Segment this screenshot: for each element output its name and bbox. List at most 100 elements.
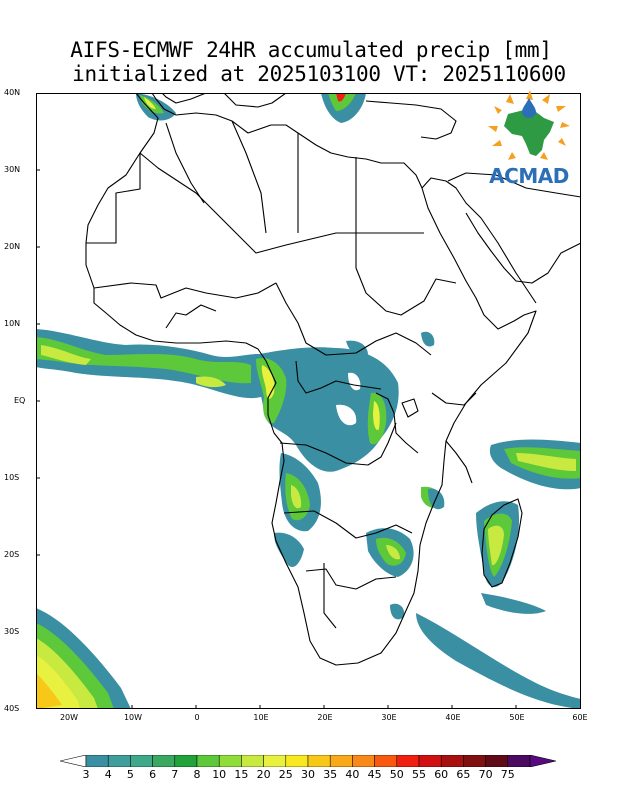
precip-area-east-africa (421, 331, 435, 347)
colorbar-label: 3 (82, 768, 90, 781)
colorbar-cell (307, 755, 331, 767)
lat-label: 10S (4, 473, 20, 482)
country-border (305, 568, 397, 590)
precip-area-south-indian-ocean (481, 593, 546, 614)
lat-label: 10N (4, 319, 21, 328)
colorbar-label: 70 (478, 768, 493, 781)
coastlines-and-borders (85, 93, 581, 666)
europe-coast (223, 93, 287, 108)
precip-area-south-africa-east (390, 603, 405, 620)
precip-area-angola (291, 485, 302, 509)
sun-rays-icon (488, 90, 570, 160)
map-title-line-1: AIFS-ECMWF 24HR accumulated precip [mm] (70, 38, 552, 62)
colorbar-label: 6 (149, 768, 157, 781)
colorbar-cell (440, 755, 464, 767)
turkey-coast (365, 100, 457, 140)
colorbar-cell (130, 755, 153, 767)
colorbar-label: 65 (456, 768, 471, 781)
colorbar-label: 30 (301, 768, 315, 781)
lat-label: EQ (14, 396, 26, 405)
colorbar-label: 75 (500, 768, 515, 781)
country-border (86, 153, 141, 244)
country-border (355, 267, 457, 316)
lon-label: 10E (253, 713, 269, 722)
colorbar-label: 50 (389, 768, 404, 781)
country-border (283, 510, 413, 539)
colorbar-label: 25 (278, 768, 293, 781)
water-drop-icon (522, 98, 536, 118)
country-border (275, 282, 432, 356)
colorbar-label: 35 (323, 768, 338, 781)
lat-label: 20N (4, 242, 21, 251)
colorbar-cell (152, 755, 176, 767)
colorbar-cell (263, 755, 287, 767)
country-border (93, 282, 277, 299)
colorbar-label: 15 (234, 768, 249, 781)
country-border (323, 563, 337, 629)
colorbar-cell (85, 755, 109, 767)
map-frame (36, 93, 581, 709)
africa-coastline (85, 93, 537, 666)
lake-victoria (401, 398, 419, 418)
precip-area-congo-basin (254, 347, 399, 472)
country-border (295, 360, 382, 394)
colorbar-under-triangle (60, 755, 87, 767)
country-border (355, 157, 424, 234)
precip-area-indian-ocean (516, 453, 576, 471)
precip-area-gulf-of-guinea (41, 345, 91, 365)
colorbar-label: 40 (345, 768, 360, 781)
colorbar-label: 60 (434, 768, 449, 781)
precip-area-greece (328, 93, 356, 111)
precip-map (36, 93, 581, 709)
colorbar-cell (218, 755, 242, 767)
lat-label: 40S (4, 704, 20, 713)
colorbar (60, 755, 557, 767)
precip-area-sudan (346, 340, 368, 357)
acmad-logo-text: ACMAD (489, 164, 569, 188)
precip-area-greece (336, 93, 346, 102)
colorbar-cell (463, 755, 486, 767)
precip-field (36, 93, 581, 709)
precip-area-south-atlantic (36, 673, 62, 709)
colorbar-cell (241, 755, 264, 767)
colorbar-cell (285, 755, 309, 767)
lon-label: 60E (572, 713, 588, 722)
country-border (431, 392, 477, 406)
colorbar-label: 45 (367, 768, 382, 781)
colorbar-cell (107, 755, 131, 767)
precip-area-namibia (274, 532, 304, 568)
colorbar-label: 55 (412, 768, 426, 781)
precip-area-zimbabwe (386, 545, 400, 560)
madagascar-coast (481, 498, 523, 588)
colorbar-cell (174, 755, 198, 767)
map-title-line-2: initialized at 2025103100 VT: 2025110600 (72, 62, 566, 86)
country-border (375, 392, 419, 454)
lon-label: 30E (381, 713, 397, 722)
colorbar-label: 5 (126, 768, 134, 781)
colorbar-cell (329, 755, 353, 767)
lat-label: 30N (4, 165, 21, 174)
arabian-peninsula (447, 172, 581, 284)
precip-area-madagascar (488, 525, 504, 566)
acmad-logo (488, 90, 570, 160)
precip-area-gulf-of-guinea (36, 337, 251, 384)
lat-label: 30S (4, 627, 20, 636)
precip-area-morocco (144, 97, 156, 109)
lon-label: 50E (509, 713, 525, 722)
colorbar-cell (374, 755, 398, 767)
colorbar-cell (507, 755, 531, 767)
africa-silhouette-icon (504, 110, 554, 156)
colorbar-label: 7 (171, 768, 179, 781)
lat-label: 20S (4, 550, 20, 559)
colorbar-cell (396, 755, 420, 767)
lat-label: 40N (4, 88, 21, 97)
country-border (165, 304, 217, 329)
colorbar-label: 20 (256, 768, 271, 781)
lon-label: 0 (194, 713, 200, 722)
country-border (445, 440, 473, 484)
country-border (165, 122, 205, 204)
colorbar-cell (352, 755, 375, 767)
precip-area-great-lakes (373, 401, 380, 431)
colorbar-cell (196, 755, 220, 767)
colorbar-label: 4 (104, 768, 112, 781)
